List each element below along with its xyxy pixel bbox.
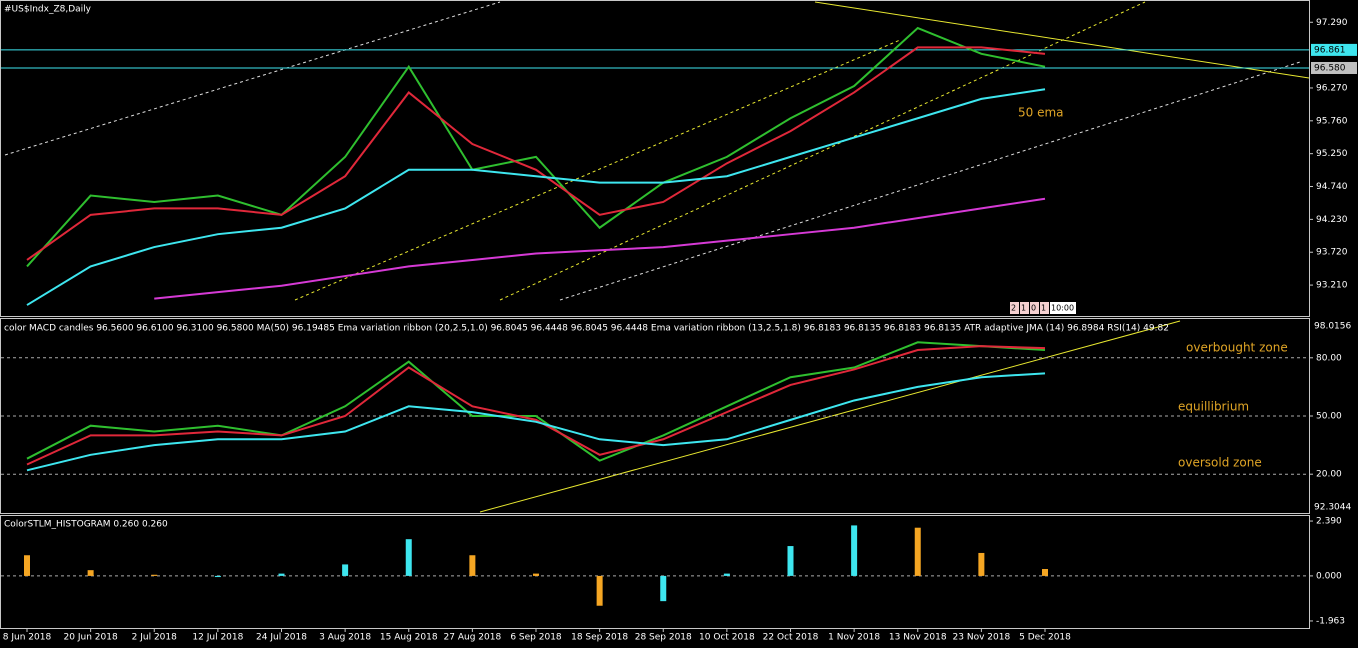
x-tick-label: 13 Nov 2018	[889, 633, 947, 643]
channel-line	[4, 1, 501, 156]
y-tick-label: 0.000	[1316, 571, 1342, 581]
x-tick-label: 18 Sep 2018	[571, 633, 628, 643]
timer-box	[1030, 302, 1039, 314]
annotation: equillibrium	[1178, 400, 1249, 414]
histogram-bar	[660, 575, 667, 602]
timer-box	[1020, 302, 1029, 314]
rsi-title: color MACD candles 96.5600 96.6100 96.31…	[4, 324, 1169, 334]
histogram-bar	[151, 574, 158, 576]
series-line	[26, 46, 1046, 261]
main-title: #US$Indx_Z8,Daily	[4, 5, 92, 15]
y-tick-label: 94.230	[1316, 215, 1348, 225]
price-tag-label: 96.580	[1314, 63, 1346, 73]
series-line	[26, 345, 1046, 466]
histogram-bar	[1042, 569, 1048, 576]
histogram-bar	[405, 539, 412, 576]
histogram-bar	[87, 570, 94, 576]
price-tag	[1311, 61, 1357, 74]
x-tick-label: 6 Sep 2018	[510, 633, 562, 643]
series-line	[26, 372, 1046, 472]
trend-line	[814, 1, 1310, 79]
y-tick-label: 93.210	[1316, 281, 1348, 291]
histogram-bar	[278, 573, 285, 576]
panel-frames	[0, 0, 1310, 629]
histogram-bar	[851, 525, 858, 576]
timer-label: 1	[1021, 304, 1026, 313]
x-tick-label: 5 Dec 2018	[1019, 633, 1071, 643]
histogram-bar	[978, 552, 985, 576]
x-tick-label: 2 Jul 2018	[132, 633, 177, 643]
y-tick-label: 93.720	[1316, 248, 1348, 258]
price-tag-label: 96.861	[1314, 45, 1346, 55]
histogram-bar	[596, 575, 603, 606]
x-tick-label: 3 Aug 2018	[319, 633, 371, 643]
y-tick-label: 95.250	[1316, 149, 1348, 159]
histogram-bar	[214, 575, 221, 578]
annotation: oversold zone	[1178, 456, 1262, 470]
timer-label: 1	[1041, 304, 1046, 313]
main-frame	[0, 0, 1310, 317]
x-tick-label: 1 Nov 2018	[828, 633, 880, 643]
x-tick-label: 12 Jul 2018	[192, 633, 243, 643]
scale-label: 92.3044	[1314, 503, 1351, 513]
y-tick-label: 96.270	[1316, 83, 1348, 93]
series-line	[26, 26, 1046, 268]
timer-label: 0	[1031, 304, 1036, 313]
timer-box	[1050, 302, 1076, 314]
histogram-frame	[0, 515, 1310, 629]
timer-label: 2	[1011, 304, 1016, 313]
histogram-bar	[787, 546, 794, 576]
histogram-bar	[533, 573, 539, 576]
annotation: 50 ema	[1018, 106, 1064, 120]
histogram-bar	[469, 555, 476, 576]
series-line	[154, 197, 1046, 300]
series-line	[26, 88, 1046, 306]
y-tick-label: 80.00	[1316, 353, 1342, 363]
x-tick-label: 20 Jun 2018	[64, 633, 118, 643]
x-tick-label: 22 Oct 2018	[763, 633, 819, 643]
y-tick-label: 95.760	[1316, 116, 1348, 126]
timer-label: 10:00	[1051, 304, 1074, 313]
scale-label: 98.0156	[1314, 322, 1351, 332]
x-tick-label: 10 Oct 2018	[699, 633, 755, 643]
y-tick-label: -1.963	[1316, 616, 1345, 626]
timer-box	[1010, 302, 1019, 314]
x-tick-label: 27 Aug 2018	[444, 633, 502, 643]
series-line	[26, 341, 1046, 462]
histogram-bar	[723, 573, 730, 576]
histogram-bar	[914, 527, 921, 576]
channel-line	[499, 1, 1146, 301]
x-tick-label: 15 Aug 2018	[380, 633, 438, 643]
y-tick-label: 20.00	[1316, 470, 1342, 480]
y-tick-label: 94.740	[1316, 182, 1348, 192]
x-tick-label: 28 Sep 2018	[635, 633, 692, 643]
channel-line	[294, 39, 901, 301]
y-tick-label: 2.390	[1316, 517, 1342, 527]
histogram-bar	[24, 555, 30, 576]
histogram-bar	[342, 564, 349, 576]
price-tag	[1311, 43, 1357, 56]
x-tick-label: 24 Jul 2018	[256, 633, 307, 643]
y-tick-label: 97.290	[1316, 18, 1348, 28]
annotation: overbought zone	[1186, 341, 1288, 355]
histogram-title: ColorSTLM_HISTOGRAM 0.260 0.260	[4, 520, 168, 530]
x-tick-label: 23 Nov 2018	[953, 633, 1011, 643]
x-tick-label: 8 Jun 2018	[3, 633, 52, 643]
timer-box	[1040, 302, 1049, 314]
y-tick-label: 50.00	[1316, 412, 1342, 422]
